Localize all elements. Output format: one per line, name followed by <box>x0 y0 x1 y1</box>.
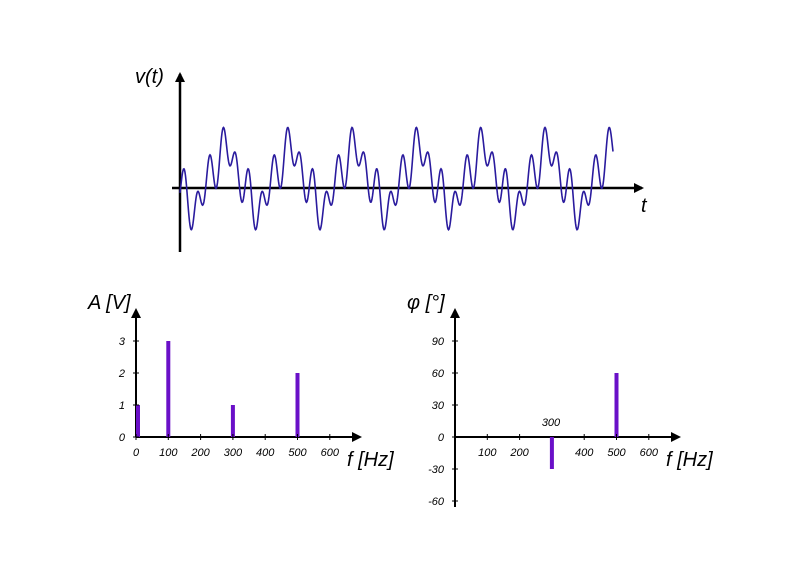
phase-bar-300 <box>549 437 554 469</box>
amplitude-y-tick-label-2: 2 <box>118 368 125 380</box>
phase-x-tick-label-400: 400 <box>575 447 594 459</box>
amplitude-y-tick-label-1: 1 <box>119 400 125 412</box>
signal-panel: v(t) t <box>135 66 648 252</box>
phase-x-tick-label-500: 500 <box>607 447 626 459</box>
amplitude-x-label: f [Hz] <box>347 449 394 471</box>
amplitude-x-tick-label-100: 100 <box>159 447 178 459</box>
phase-x-tick-label-600: 600 <box>640 447 659 459</box>
amplitude-bar-500 <box>295 373 300 437</box>
signal-y-label: v(t) <box>135 66 164 88</box>
amplitude-bar-300 <box>230 405 235 437</box>
signal-waveform <box>179 126 614 232</box>
phase-x-label: f [Hz] <box>666 449 713 471</box>
phase-x-tick-label-100: 100 <box>478 447 497 459</box>
amplitude-x-tick-label-0: 0 <box>133 447 140 459</box>
phase-y-tick-label--30: -30 <box>428 464 445 476</box>
amplitude-x-tick-label-300: 300 <box>224 447 243 459</box>
amplitude-x-tick-label-400: 400 <box>256 447 275 459</box>
phase-x-tick-label-200: 200 <box>509 447 529 459</box>
signal-x-label: t <box>641 195 648 217</box>
phase-y-tick-label-0: 0 <box>438 432 445 444</box>
amplitude-x-tick-label-200: 200 <box>190 447 210 459</box>
phase-y-tick-label-30: 30 <box>432 400 445 412</box>
amplitude-y-tick-label-0: 0 <box>119 432 126 444</box>
amplitude-spectrum-panel: 0 100 200 300 400 500 600 0 1 2 3 A [V] f [Hz] <box>87 292 394 471</box>
phase-y-tick-label-60: 60 <box>432 368 445 380</box>
phase-bar-500 <box>614 373 619 437</box>
amplitude-y-tick-label-3: 3 <box>119 336 126 348</box>
amplitude-y-label: A [V] <box>87 292 131 314</box>
phase-annotation-300: 300 <box>542 417 561 429</box>
amplitude-bar-100 <box>166 341 171 437</box>
phase-y-label: φ [°] <box>407 292 445 314</box>
phase-y-tick-label--60: -60 <box>428 496 445 508</box>
phase-y-tick-label-90: 90 <box>432 336 445 348</box>
amplitude-bar-0 <box>136 405 140 437</box>
amplitude-x-tick-label-500: 500 <box>288 447 307 459</box>
amplitude-x-tick-label-600: 600 <box>321 447 340 459</box>
